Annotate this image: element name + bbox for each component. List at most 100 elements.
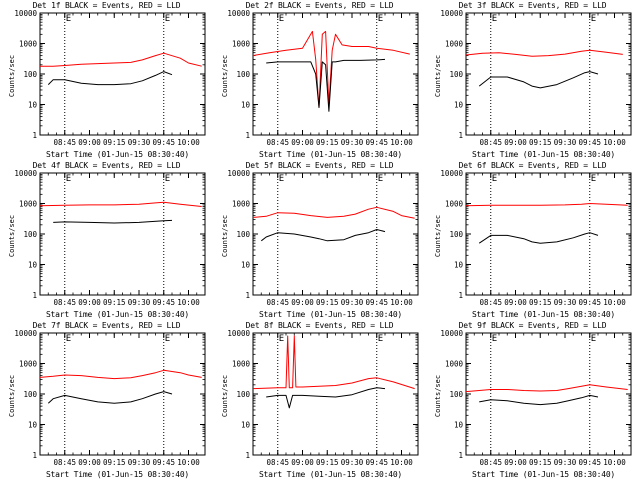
x-tick-label: 10:00 [177, 298, 200, 307]
x-tick-label: 10:00 [390, 298, 413, 307]
panel-title: Det 3f BLACK = Events, RED = LLD [458, 1, 607, 10]
x-tick-label: 09:00 [78, 298, 101, 307]
x-tick-label: 08:45 [266, 138, 289, 147]
lld-series-line [39, 201, 202, 207]
x-tick-label: 09:00 [291, 298, 314, 307]
y-tick-label: 10000 [14, 329, 37, 338]
y-tick-label: 10 [454, 421, 464, 430]
y-tick-label: 100 [449, 230, 463, 239]
x-tick-label: 09:15 [316, 298, 339, 307]
x-tick-label: 08:45 [53, 298, 76, 307]
y-tick-label: 10000 [14, 9, 37, 18]
x-tick-label: 09:15 [529, 458, 552, 467]
lld-series-line [40, 52, 202, 67]
x-axis-label: Start Time (01-Jun-15 08:30:40) [258, 310, 403, 319]
event-marker-label: E [279, 174, 284, 184]
y-tick-label: 1000 [232, 200, 251, 209]
y-tick-label: 10 [28, 101, 38, 110]
y-tick-label: 10000 [440, 329, 463, 338]
y-tick-label: 10 [454, 101, 464, 110]
x-axis-label: Start Time (01-Jun-15 08:30:40) [471, 470, 616, 479]
panel-title: Det 2f BLACK = Events, RED = LLD [245, 1, 394, 10]
chart-svg: 1 10 100 1000 10000 08:45 09:00 09:15 09:30 09:45… [227, 9, 419, 147]
events-series-line [53, 219, 173, 224]
detector-panel-6: 1 10 100 1000 10000 08:45 09:00 09:15 09:30 09:45… [426, 160, 639, 320]
y-tick-label: 1 [32, 291, 37, 300]
event-marker-label: E [279, 334, 284, 344]
x-axis-label: Start Time (01-Jun-15 08:30:40) [258, 470, 403, 479]
x-tick-label: 09:45 [365, 298, 388, 307]
x-tick-label: 09:00 [78, 138, 101, 147]
y-tick-label: 1 [458, 131, 463, 140]
chart-svg: 1 10 100 1000 10000 08:45 09:00 09:15 09:30 09:45… [14, 329, 206, 467]
x-axis-label: Start Time (01-Jun-15 08:30:40) [471, 310, 616, 319]
y-tick-label: 10 [241, 101, 251, 110]
x-tick-label: 08:45 [479, 138, 502, 147]
y-tick-label: 100 [236, 390, 250, 399]
x-tick-label: 08:45 [53, 138, 76, 147]
y-axis-label: Counts/sec [221, 214, 229, 258]
panel-title: Det 8f BLACK = Events, RED = LLD [245, 321, 394, 330]
x-tick-label: 09:15 [103, 458, 126, 467]
y-tick-label: 1000 [19, 200, 38, 209]
panel-title: Det 6f BLACK = Events, RED = LLD [458, 161, 607, 170]
y-tick-label: 1000 [232, 40, 251, 49]
x-tick-label: 09:00 [78, 458, 101, 467]
y-tick-label: 1000 [19, 40, 38, 49]
x-tick-label: 09:00 [504, 458, 527, 467]
y-tick-label: 10 [241, 421, 251, 430]
x-tick-label: 09:00 [504, 138, 527, 147]
chart-svg: 1 10 100 1000 10000 08:45 09:00 09:15 09:30 09:45… [14, 169, 206, 307]
x-tick-label: 09:15 [103, 298, 126, 307]
x-tick-label: 09:45 [365, 458, 388, 467]
x-tick-label: 09:15 [103, 138, 126, 147]
event-marker-label: E [279, 14, 284, 24]
detector-panel-4: 1 10 100 1000 10000 08:45 09:00 09:15 09:30 09:45… [0, 160, 213, 320]
y-tick-label: 1000 [19, 360, 38, 369]
y-tick-label: 100 [449, 390, 463, 399]
event-marker-label: E [492, 14, 497, 24]
y-tick-label: 10000 [227, 9, 250, 18]
x-tick-label: 09:00 [291, 138, 314, 147]
detector-panel-7: 1 10 100 1000 10000 08:45 09:00 09:15 09:30 09:45… [0, 320, 213, 480]
x-axis-label: Start Time (01-Jun-15 08:30:40) [471, 150, 616, 159]
y-tick-label: 1 [32, 131, 37, 140]
event-marker-label: E [492, 174, 497, 184]
y-tick-label: 1 [32, 451, 37, 460]
x-tick-label: 09:45 [578, 458, 601, 467]
x-tick-label: 09:30 [128, 458, 151, 467]
events-series-line [260, 229, 386, 242]
x-tick-label: 08:45 [266, 458, 289, 467]
x-tick-label: 09:15 [316, 138, 339, 147]
x-tick-label: 09:00 [291, 458, 314, 467]
events-series-line [266, 58, 386, 112]
x-axis-label: Start Time (01-Jun-15 08:30:40) [258, 150, 403, 159]
detector-panel-9: 1 10 100 1000 10000 08:45 09:00 09:15 09:30 09:45… [426, 320, 639, 480]
x-tick-label: 09:15 [316, 458, 339, 467]
y-tick-label: 1000 [445, 360, 464, 369]
lld-series-line [465, 49, 623, 57]
x-tick-label: 10:00 [390, 458, 413, 467]
detector-panel-2: 1 10 100 1000 10000 08:45 09:00 09:15 09:30 09:45… [213, 0, 426, 160]
lld-series-line [252, 30, 410, 108]
x-tick-label: 08:45 [479, 298, 502, 307]
panel-title: Det 5f BLACK = Events, RED = LLD [245, 161, 394, 170]
y-tick-label: 100 [23, 390, 37, 399]
y-tick-label: 100 [23, 230, 37, 239]
y-tick-label: 1000 [445, 40, 464, 49]
lld-series-line [39, 369, 202, 380]
y-tick-label: 10000 [227, 329, 250, 338]
x-tick-label: 09:30 [341, 138, 364, 147]
x-tick-label: 09:30 [341, 458, 364, 467]
x-tick-label: 09:45 [152, 458, 175, 467]
x-tick-label: 09:45 [365, 138, 388, 147]
y-tick-label: 10 [28, 421, 38, 430]
y-axis-label: Counts/sec [434, 374, 442, 418]
y-tick-label: 100 [23, 70, 37, 79]
event-marker-label: E [591, 14, 596, 24]
x-tick-label: 08:45 [479, 458, 502, 467]
detector-panel-5: 1 10 100 1000 10000 08:45 09:00 09:15 09:30 09:45… [213, 160, 426, 320]
events-series-line [47, 71, 173, 86]
lld-series-line [252, 335, 415, 390]
